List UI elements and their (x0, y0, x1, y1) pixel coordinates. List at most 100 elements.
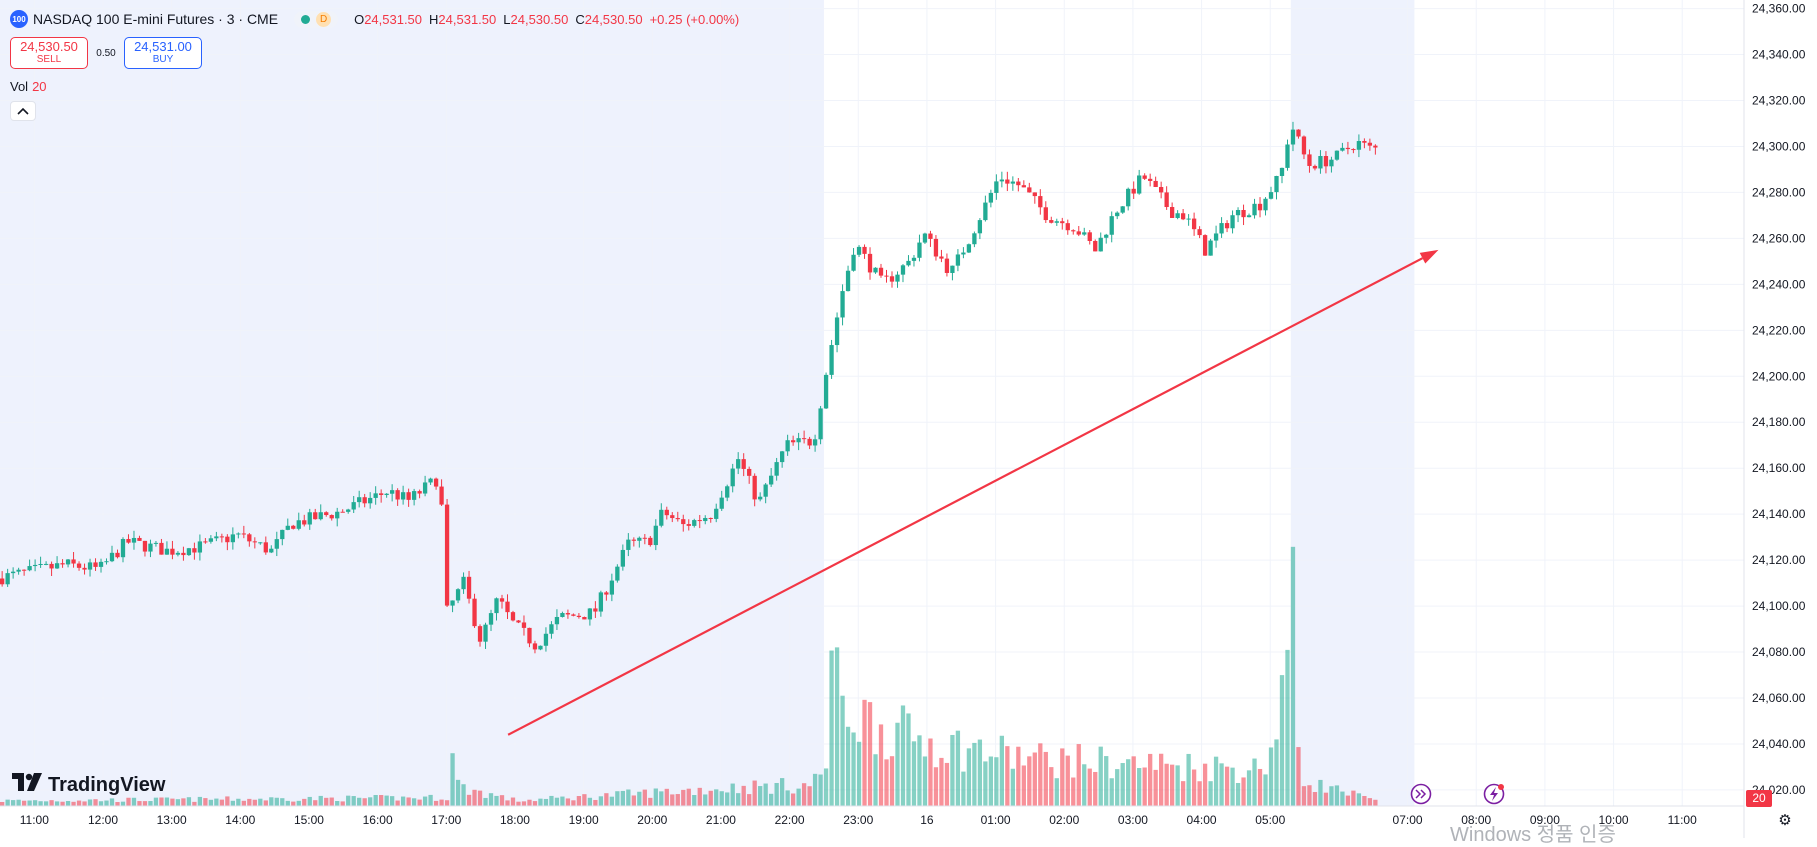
volume-bar (1010, 768, 1015, 806)
volume-bar (538, 798, 543, 806)
candle-body (1279, 167, 1285, 176)
candle (708, 517, 713, 523)
candle (966, 243, 972, 253)
candle (543, 627, 549, 652)
candle-body (329, 515, 334, 519)
time-axis-markers[interactable] (1410, 783, 1505, 805)
candle (236, 532, 241, 539)
candle-body (999, 179, 1005, 182)
candle (444, 498, 450, 608)
x-tick-label: 23:00 (843, 813, 873, 827)
tradingview-logo[interactable]: TradingView (12, 773, 165, 797)
volume-bar (1241, 777, 1246, 806)
volume-bar (587, 797, 593, 806)
candle-body (208, 538, 214, 542)
candle-body (38, 563, 43, 565)
volume-bar (516, 801, 521, 806)
candle-body (368, 497, 373, 504)
candle-body (659, 509, 664, 526)
volume-bar (1016, 746, 1021, 806)
candle-body (653, 525, 658, 546)
replay-icon[interactable] (1410, 783, 1432, 805)
candle (631, 537, 636, 547)
candle-body (148, 543, 153, 552)
volume-bar (598, 796, 604, 806)
volume-bar (1104, 756, 1109, 806)
volume-bar (1054, 778, 1059, 806)
volume-bar (170, 798, 175, 806)
candle (241, 525, 246, 539)
candle (714, 503, 719, 523)
candle-body (609, 580, 615, 595)
candle (796, 432, 801, 451)
candle (911, 255, 917, 267)
candle (807, 436, 812, 450)
candle-body (1329, 159, 1334, 167)
symbol-title[interactable]: NASDAQ 100 E-mini Futures · 3 · CME (33, 11, 279, 27)
symbol-badge[interactable]: 100 (10, 10, 28, 28)
volume-bar (439, 799, 444, 806)
price-axis[interactable]: 24,360.00 24,340.00 24,320.00 24,300.00 24,2… (1743, 0, 1806, 838)
volume-bar (373, 794, 378, 806)
volume-bar (1115, 769, 1120, 806)
volume-bar (1087, 768, 1092, 806)
ohlc-close: C24,530.50 (575, 11, 643, 27)
buy-button[interactable]: 24,531.00 BUY (124, 37, 202, 69)
candle-body (82, 567, 87, 570)
candle-body (43, 563, 49, 565)
candle-body (752, 475, 757, 500)
candle (296, 512, 301, 531)
volume-bar (681, 789, 686, 806)
market-status-badge[interactable]: D (294, 10, 339, 28)
candle-body (1224, 223, 1230, 229)
volume-bar (906, 713, 911, 806)
candle (774, 457, 779, 481)
sell-button[interactable]: 24,530.50 SELL (10, 37, 88, 69)
volume-bar (1169, 764, 1175, 806)
candle-body (192, 548, 197, 553)
volume-bar (1076, 744, 1081, 806)
volume-bar (450, 753, 455, 806)
volume-bar (186, 797, 192, 806)
candle-body (1230, 215, 1235, 229)
x-tick-label: 16:00 (363, 813, 393, 827)
candle (164, 541, 170, 555)
candle-body (576, 615, 582, 618)
candle-body (1323, 156, 1329, 167)
volume-legend[interactable]: Vol 20 (10, 79, 47, 94)
alert-lightning-icon[interactable] (1483, 783, 1505, 805)
volume-bar (1191, 769, 1197, 806)
volume-bar (76, 800, 82, 806)
settings-gear-icon[interactable]: ⚙ (1778, 812, 1792, 829)
candle-body (1126, 188, 1131, 207)
y-tick-label: 24,220.00 (1752, 323, 1806, 337)
volume-bar (208, 799, 214, 806)
candle (1115, 211, 1120, 220)
chevron-up-icon[interactable] (10, 101, 36, 121)
volume-bar (510, 797, 516, 806)
candle-body (362, 497, 367, 504)
candle (258, 542, 263, 545)
candle (686, 519, 691, 531)
volume-bar (411, 798, 417, 806)
candle-body (27, 566, 32, 571)
volume-bar (0, 801, 5, 806)
candle (87, 558, 93, 577)
x-tick-label: 02:00 (1049, 813, 1079, 827)
volume-bar (939, 757, 944, 806)
candle-body (516, 620, 521, 623)
candle-body (1208, 240, 1213, 256)
candle (406, 488, 411, 507)
trend-annotation[interactable] (507, 249, 1439, 736)
candle-body (1334, 150, 1340, 160)
candle (950, 265, 955, 281)
volume-bar (488, 793, 494, 806)
candle (318, 504, 323, 521)
candle-body (779, 451, 785, 463)
candle (565, 609, 571, 619)
time-axis[interactable]: 11:00 12:00 13:00 14:00 15:00 16:00 17:00 18:00… (0, 805, 1744, 827)
candle-body (379, 493, 384, 495)
volume-bar (461, 784, 466, 806)
candle (230, 527, 235, 550)
